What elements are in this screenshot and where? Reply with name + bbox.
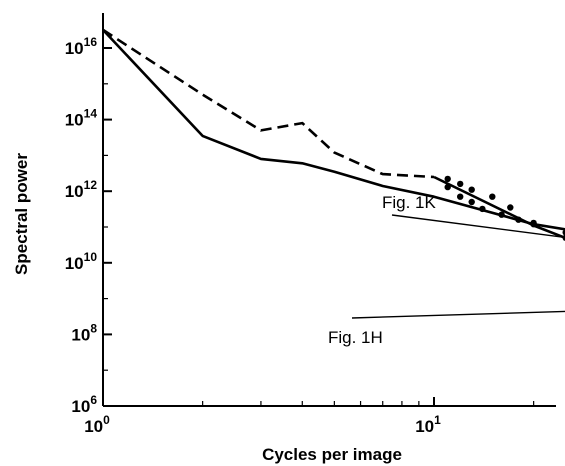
y-tick-label: 106 bbox=[71, 393, 97, 416]
y-tick-label: 108 bbox=[71, 321, 97, 344]
data-point bbox=[457, 180, 464, 188]
y-tick-label: 1012 bbox=[65, 178, 98, 201]
data-point bbox=[498, 211, 505, 218]
data-point bbox=[562, 229, 565, 236]
axes bbox=[102, 13, 556, 407]
series-line-0 bbox=[102, 29, 565, 231]
data-point bbox=[457, 193, 464, 200]
x-tick-label: 101 bbox=[415, 413, 441, 436]
data-point bbox=[507, 204, 514, 211]
data-point bbox=[444, 183, 451, 191]
data-point bbox=[530, 219, 537, 227]
annotation-label: Fig. 1H bbox=[328, 328, 383, 347]
x-axis-title: Cycles per image bbox=[262, 445, 402, 464]
ticks: 1001011021061081010101210141016 bbox=[65, 35, 535, 436]
y-tick-label: 1016 bbox=[65, 35, 98, 58]
data-point bbox=[468, 186, 475, 193]
data-point bbox=[515, 216, 522, 223]
series-line-2 bbox=[433, 175, 565, 240]
y-axis-title: Spectral power bbox=[12, 153, 31, 275]
data-point bbox=[489, 193, 496, 200]
annotation-leader bbox=[391, 214, 565, 239]
y-tick-label: 1014 bbox=[65, 107, 98, 130]
data-point bbox=[479, 205, 486, 213]
data-point bbox=[444, 175, 451, 183]
data-point bbox=[468, 198, 475, 206]
y-tick-label: 1010 bbox=[65, 250, 98, 273]
annotations: Fig. 1K Fig. 1H bbox=[328, 193, 565, 347]
plot-area bbox=[102, 28, 565, 241]
series-line-1 bbox=[102, 28, 435, 179]
annotation-leader bbox=[351, 310, 565, 319]
x-tick-label: 100 bbox=[84, 413, 110, 436]
annotation-label: Fig. 1K bbox=[382, 193, 437, 212]
